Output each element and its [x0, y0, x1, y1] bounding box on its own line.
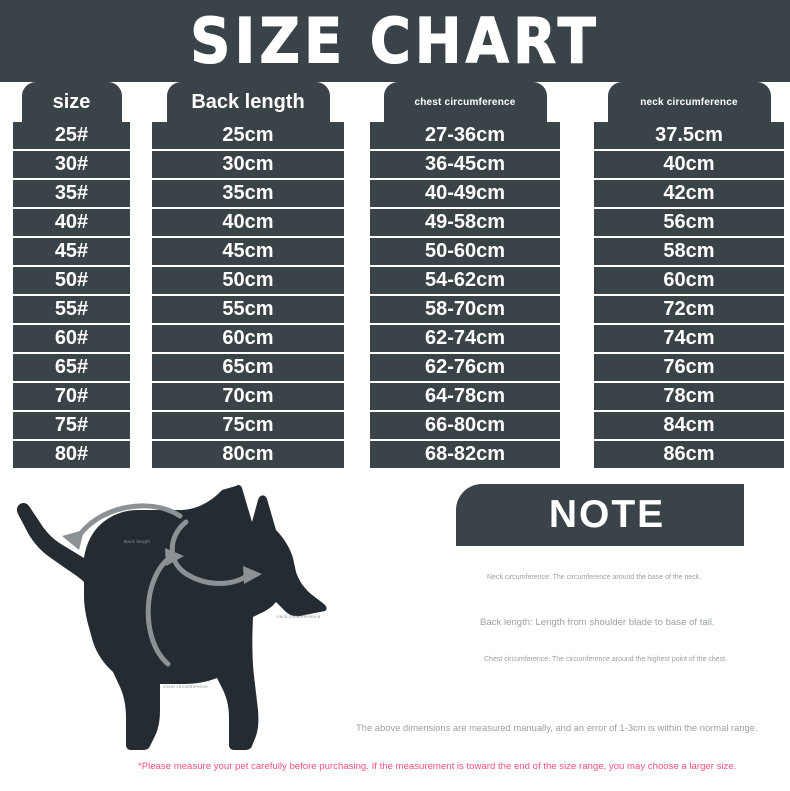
note-title: NOTE — [548, 493, 666, 536]
size-chart-table: size 25# 30# 35# 40# 45# 50# 55# 60# 65#… — [0, 82, 790, 474]
table-cell-neck-circumference: 60cm — [594, 267, 784, 294]
column-body-chest-circumference: 27-36cm 36-45cm 40-49cm 49-58cm 50-60cm … — [370, 122, 560, 468]
table-cell-back-length: 80cm — [152, 441, 344, 468]
table-cell-back-length: 65cm — [152, 354, 344, 381]
table-cell-size: 75# — [13, 412, 130, 439]
table-cell-size: 45# — [13, 238, 130, 265]
column-body-neck-circumference: 37.5cm 40cm 42cm 56cm 58cm 60cm 72cm 74c… — [594, 122, 784, 468]
table-cell-neck-circumference: 78cm — [594, 383, 784, 410]
note-line-neck: Neck circumference: The circumference ar… — [487, 574, 702, 581]
table-cell-chest-circumference: 36-45cm — [370, 151, 560, 178]
table-cell-back-length: 40cm — [152, 209, 344, 236]
table-cell-size: 40# — [13, 209, 130, 236]
table-cell-back-length: 50cm — [152, 267, 344, 294]
table-cell-neck-circumference: 84cm — [594, 412, 784, 439]
table-cell-neck-circumference: 72cm — [594, 296, 784, 323]
table-cell-neck-circumference: 86cm — [594, 441, 784, 468]
note-line-chest: Chest circumference: The circumference a… — [484, 656, 728, 663]
table-cell-chest-circumference: 66-80cm — [370, 412, 560, 439]
table-cell-size: 50# — [13, 267, 130, 294]
table-cell-back-length: 55cm — [152, 296, 344, 323]
table-cell-chest-circumference: 27-36cm — [370, 122, 560, 149]
table-cell-neck-circumference: 42cm — [594, 180, 784, 207]
table-column-neck-circumference: neck circumference 37.5cm 40cm 42cm 56cm… — [594, 82, 784, 468]
note-banner: NOTE — [456, 484, 744, 546]
table-column-chest-circumference: chest circumference 27-36cm 36-45cm 40-4… — [370, 82, 560, 468]
table-cell-back-length: 30cm — [152, 151, 344, 178]
table-cell-neck-circumference: 76cm — [594, 354, 784, 381]
table-cell-neck-circumference: 40cm — [594, 151, 784, 178]
neck-circumference-arrow-icon — [169, 519, 262, 586]
diagram-label-back-length: Back length — [124, 539, 151, 544]
table-column-size: size 25# 30# 35# 40# 45# 50# 55# 60# 65#… — [13, 82, 130, 468]
measurement-disclaimer: The above dimensions are measured manual… — [356, 722, 758, 733]
table-cell-size: 30# — [13, 151, 130, 178]
purchase-warning: *Please measure your pet carefully befor… — [138, 761, 737, 772]
table-cell-neck-circumference: 37.5cm — [594, 122, 784, 149]
page-title: SIZE CHART — [190, 4, 600, 78]
table-cell-back-length: 35cm — [152, 180, 344, 207]
table-cell-back-length: 70cm — [152, 383, 344, 410]
table-cell-chest-circumference: 62-74cm — [370, 325, 560, 352]
column-body-size: 25# 30# 35# 40# 45# 50# 55# 60# 65# 70# … — [13, 122, 130, 468]
dog-measurement-diagram — [16, 484, 327, 750]
table-cell-chest-circumference: 58-70cm — [370, 296, 560, 323]
table-cell-back-length: 60cm — [152, 325, 344, 352]
note-line-back: Back length: Length from shoulder blade … — [480, 617, 715, 628]
table-cell-chest-circumference: 62-76cm — [370, 354, 560, 381]
table-cell-size: 35# — [13, 180, 130, 207]
back-length-arrow-icon — [62, 503, 183, 550]
table-cell-chest-circumference: 54-62cm — [370, 267, 560, 294]
table-cell-back-length: 25cm — [152, 122, 344, 149]
diagram-label-chest-circumference: chest circumference — [163, 684, 208, 689]
table-cell-size: 25# — [13, 122, 130, 149]
table-cell-chest-circumference: 50-60cm — [370, 238, 560, 265]
column-header-chest-circumference: chest circumference — [383, 82, 547, 122]
table-cell-chest-circumference: 68-82cm — [370, 441, 560, 468]
column-header-back-length: Back length — [166, 82, 330, 122]
table-cell-size: 70# — [13, 383, 130, 410]
table-cell-neck-circumference: 56cm — [594, 209, 784, 236]
table-cell-chest-circumference: 49-58cm — [370, 209, 560, 236]
table-column-back-length: Back length 25cm 30cm 35cm 40cm 45cm 50c… — [152, 82, 344, 468]
table-cell-chest-circumference: 40-49cm — [370, 180, 560, 207]
table-cell-size: 60# — [13, 325, 130, 352]
table-cell-back-length: 75cm — [152, 412, 344, 439]
diagram-label-neck-circumference: neck circumference — [277, 614, 321, 619]
column-header-size: size — [21, 82, 122, 122]
dog-silhouette-icon — [16, 484, 327, 750]
table-cell-chest-circumference: 64-78cm — [370, 383, 560, 410]
table-cell-size: 55# — [13, 296, 130, 323]
title-banner: SIZE CHART — [0, 0, 790, 82]
table-cell-back-length: 45cm — [152, 238, 344, 265]
chest-circumference-arrow-icon — [145, 548, 184, 667]
table-cell-neck-circumference: 58cm — [594, 238, 784, 265]
column-header-neck-circumference: neck circumference — [607, 82, 771, 122]
table-cell-size: 80# — [13, 441, 130, 468]
table-cell-neck-circumference: 74cm — [594, 325, 784, 352]
table-cell-size: 65# — [13, 354, 130, 381]
column-body-back-length: 25cm 30cm 35cm 40cm 45cm 50cm 55cm 60cm … — [152, 122, 344, 468]
